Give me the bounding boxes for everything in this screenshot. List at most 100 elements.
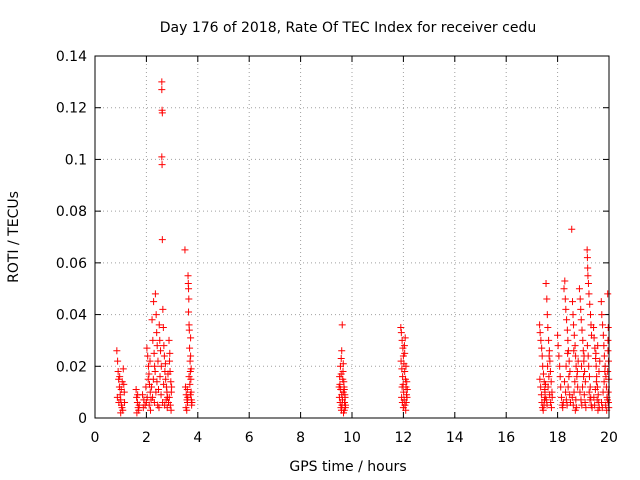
data-point [569, 311, 577, 319]
data-point [561, 277, 569, 285]
x-tick-label: 0 [91, 430, 100, 446]
data-point [145, 401, 153, 409]
data-point [186, 391, 194, 399]
data-point [401, 349, 409, 357]
data-point [547, 404, 555, 412]
data-point [401, 334, 409, 342]
data-point [143, 344, 151, 352]
data-point [144, 362, 152, 370]
data-point [585, 362, 593, 370]
y-tick-label: 0.1 [65, 152, 87, 168]
data-point [543, 311, 551, 319]
data-point [543, 401, 551, 409]
data-point [546, 367, 554, 375]
data-point [586, 300, 594, 308]
data-point [581, 378, 589, 386]
data-point [536, 375, 544, 383]
data-point [338, 347, 346, 355]
data-point [139, 391, 147, 399]
data-point [544, 362, 552, 370]
data-point [146, 357, 154, 365]
data-point [585, 290, 593, 298]
data-point [151, 367, 159, 375]
data-point [542, 280, 550, 288]
x-tick-label: 20 [600, 430, 618, 446]
data-point [604, 336, 612, 344]
data-point [563, 326, 571, 334]
data-point [581, 367, 589, 375]
data-point [537, 391, 545, 399]
data-point [155, 321, 163, 329]
data-point [403, 386, 411, 394]
data-point [397, 324, 405, 331]
data-point [598, 311, 606, 319]
data-point [403, 378, 411, 386]
data-point [564, 349, 572, 357]
data-point [132, 386, 140, 394]
data-point [158, 161, 166, 169]
data-point [165, 336, 173, 344]
data-points-layer [113, 78, 613, 417]
data-point [402, 362, 410, 370]
x-tick-label: 10 [343, 430, 361, 446]
data-point [591, 401, 599, 409]
data-point [159, 324, 167, 331]
data-point [571, 378, 579, 386]
data-point [570, 347, 578, 355]
data-point [145, 370, 153, 378]
data-point [576, 295, 584, 303]
data-point [564, 383, 572, 391]
data-point [151, 290, 159, 298]
data-point [577, 305, 585, 313]
data-point [579, 347, 587, 355]
data-point [594, 406, 602, 414]
x-tick-label: 8 [296, 430, 305, 446]
data-point [598, 398, 606, 406]
data-point [544, 324, 552, 331]
data-point [581, 398, 589, 406]
data-point [157, 347, 165, 355]
data-point [547, 378, 555, 386]
data-point [187, 334, 195, 342]
data-point [579, 383, 587, 391]
data-point [186, 380, 194, 388]
x-tick-label: 4 [193, 430, 202, 446]
data-point [575, 285, 583, 293]
data-point [154, 357, 162, 365]
data-point [337, 355, 345, 363]
data-point [599, 321, 607, 329]
data-point [571, 342, 579, 350]
data-point [338, 391, 346, 399]
data-point [576, 388, 584, 396]
data-point [597, 298, 605, 306]
data-point [162, 375, 170, 383]
data-point [545, 352, 553, 360]
y-tick-label: 0.06 [56, 256, 87, 272]
data-point [545, 336, 553, 344]
data-point [600, 342, 608, 350]
data-point [114, 367, 122, 375]
data-point [398, 383, 406, 391]
data-point [155, 404, 163, 412]
data-point [153, 329, 161, 337]
data-point [577, 396, 585, 404]
data-point [580, 373, 588, 381]
data-point [158, 78, 166, 86]
data-point [578, 362, 586, 370]
data-point [160, 380, 168, 388]
data-point [604, 357, 612, 365]
y-tick-label: 0 [78, 411, 87, 427]
data-point [556, 362, 564, 370]
data-point [148, 383, 156, 391]
data-point [596, 357, 604, 365]
chart-title: Day 176 of 2018, Rate Of TEC Index for r… [160, 20, 536, 36]
data-point [564, 336, 572, 344]
data-point [583, 246, 591, 254]
data-point [135, 401, 143, 409]
data-point [592, 362, 600, 370]
data-point [594, 342, 602, 350]
data-point [188, 398, 196, 406]
data-point [156, 336, 164, 344]
data-point [595, 367, 603, 375]
data-point [339, 360, 347, 368]
